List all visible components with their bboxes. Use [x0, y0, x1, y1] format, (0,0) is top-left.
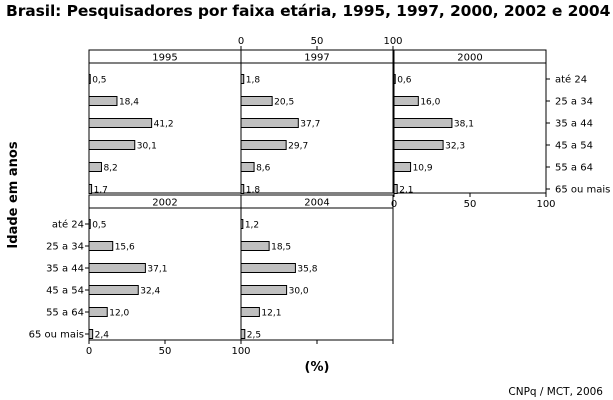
category-label: 45 a 54	[555, 141, 593, 152]
data-label: 2,1	[399, 186, 413, 196]
data-label: 37,7	[300, 120, 320, 130]
panel-header-label: 2004	[304, 198, 329, 209]
bar	[88, 140, 136, 150]
x-tick-label: 100	[383, 36, 402, 47]
data-label: 2,5	[247, 331, 261, 341]
data-label: 1,8	[246, 186, 261, 196]
bar	[88, 285, 139, 295]
x-tick-label: 100	[231, 346, 250, 357]
bar	[88, 162, 102, 172]
bar	[393, 74, 396, 84]
data-label: 37,1	[147, 265, 167, 275]
x-tick-label: 0	[391, 199, 397, 210]
category-label: 55 a 64	[555, 163, 593, 174]
data-label: 12,0	[109, 309, 129, 319]
data-label: 0,5	[92, 221, 106, 231]
bar	[240, 263, 296, 273]
data-label: 2,4	[95, 331, 110, 341]
data-label: 18,4	[119, 98, 139, 108]
x-axis-label: (%)	[305, 360, 330, 375]
bar	[88, 184, 93, 194]
bar	[393, 184, 398, 194]
data-label: 41,2	[154, 120, 174, 130]
data-label: 15,6	[115, 243, 135, 253]
bar	[88, 118, 153, 128]
category-label: 35 a 44	[555, 119, 593, 130]
bar	[240, 140, 287, 150]
data-label: 18,5	[271, 243, 291, 253]
bar	[240, 118, 299, 128]
data-label: 32,3	[445, 142, 465, 152]
category-label: 35 a 44	[46, 264, 84, 275]
data-label: 20,5	[274, 98, 294, 108]
data-label: 32,4	[140, 287, 160, 297]
bar	[393, 140, 444, 150]
bar	[88, 307, 108, 317]
bar	[88, 96, 118, 106]
chart-title: Brasil: Pesquisadores por faixa etária, …	[6, 2, 611, 20]
bar	[88, 329, 94, 339]
x-tick-label: 50	[464, 199, 477, 210]
category-label: até 24	[52, 219, 84, 231]
bar	[88, 74, 91, 84]
data-label: 8,6	[256, 164, 271, 174]
category-label: 25 a 34	[46, 242, 84, 253]
bar	[240, 74, 245, 84]
source-note: CNPq / MCT, 2006	[508, 386, 603, 398]
bar	[88, 263, 146, 273]
data-label: 16,0	[420, 98, 440, 108]
panel-header-label: 2000	[457, 53, 482, 64]
bar	[393, 162, 412, 172]
data-label: 35,8	[297, 265, 317, 275]
bar	[240, 285, 288, 295]
bar	[240, 307, 260, 317]
x-tick-label: 100	[536, 199, 555, 210]
bar	[393, 118, 453, 128]
y-axis-label: Idade em anos	[6, 141, 21, 248]
data-label: 30,0	[289, 287, 309, 297]
bar	[240, 184, 245, 194]
panel-header-label: 1997	[304, 53, 329, 64]
data-label: 1,7	[94, 186, 108, 196]
panel-header-label: 2002	[152, 198, 177, 209]
data-label: 12,1	[261, 309, 281, 319]
data-label: 0,5	[92, 76, 106, 86]
bar	[240, 329, 246, 339]
data-label: 10,9	[413, 164, 433, 174]
data-label: 1,8	[246, 76, 261, 86]
x-tick-label: 0	[238, 36, 244, 47]
data-label: 0,6	[397, 76, 412, 86]
category-label: 65 ou mais	[555, 185, 610, 196]
x-tick-label: 50	[159, 346, 172, 357]
data-label: 29,7	[288, 142, 308, 152]
bar	[240, 241, 270, 251]
data-label: 1,2	[245, 221, 259, 231]
category-label: 65 ou mais	[29, 330, 84, 341]
bar	[240, 219, 244, 229]
category-label: 45 a 54	[46, 286, 84, 297]
category-label: 25 a 34	[555, 97, 593, 108]
bar	[393, 96, 419, 106]
x-tick-label: 50	[311, 36, 324, 47]
bar	[240, 96, 273, 106]
panel-header-label: 1995	[152, 53, 177, 64]
bar	[88, 219, 91, 229]
bar	[240, 162, 255, 172]
category-label: até 24	[555, 74, 587, 86]
bar	[88, 241, 114, 251]
category-label: 55 a 64	[46, 308, 84, 319]
data-label: 38,1	[454, 120, 474, 130]
data-label: 8,2	[103, 164, 117, 174]
x-tick-label: 0	[86, 346, 92, 357]
data-label: 30,1	[137, 142, 157, 152]
